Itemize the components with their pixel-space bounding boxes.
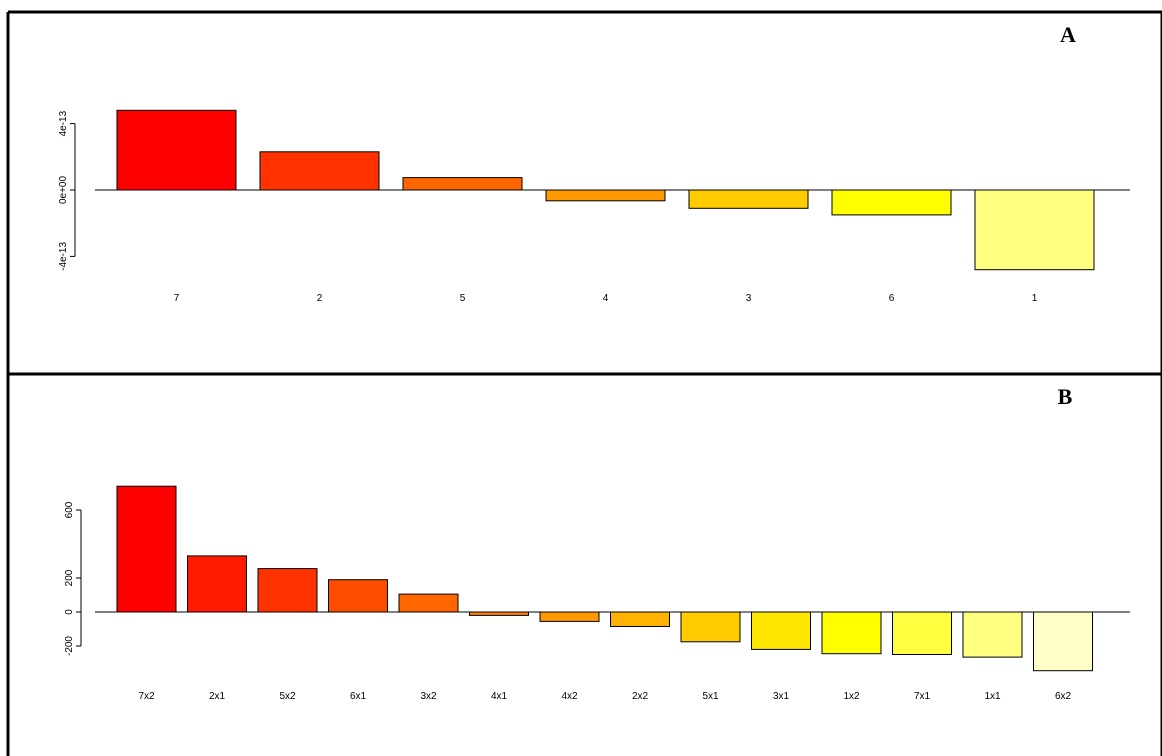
- bar-1x1: [962, 611, 1023, 658]
- x-tick-label: 2: [317, 293, 323, 304]
- x-tick-label: 6: [889, 293, 895, 304]
- bar-2x1: [187, 555, 247, 613]
- panel-b-xlabels: 7x2 2x1 5x2 6x1 3x2 4x1 4x2 2x2 5x1 3x1 1x2 7x1 1x1 6…: [138, 691, 1071, 702]
- panel-a: A -4e-13 0e+00 4e-13 7 2 5 4 3 6 1: [58, 22, 1130, 304]
- x-tick-label: 7: [174, 293, 180, 304]
- bar-5: [402, 177, 523, 191]
- x-tick-label: 3: [746, 293, 752, 304]
- bar-5x2: [257, 568, 318, 613]
- x-tick-label: 1: [1032, 293, 1038, 304]
- bar-6: [831, 189, 952, 216]
- y-tick-label: 0: [64, 609, 75, 615]
- panel-a-xlabels: 7 2 5 4 3 6 1: [174, 293, 1038, 304]
- x-tick-label: 5x2: [279, 691, 296, 702]
- bar-7: [116, 109, 237, 191]
- x-tick-label: 4: [603, 293, 609, 304]
- x-tick-label: 7x1: [914, 691, 931, 702]
- bar-4x2: [539, 611, 600, 622]
- panel-a-letter: A: [1060, 22, 1076, 47]
- y-tick-label: -200: [64, 636, 75, 656]
- x-tick-label: 2x2: [632, 691, 649, 702]
- bar-7x1: [892, 611, 952, 655]
- bar-2: [259, 151, 380, 191]
- x-tick-label: 3x2: [420, 691, 437, 702]
- panel-a-bars: [116, 109, 1095, 271]
- bar-4x1: [469, 611, 529, 616]
- x-tick-label: 7x2: [138, 691, 155, 702]
- y-tick-label: 4e-13: [58, 110, 69, 136]
- y-tick-label: 200: [64, 569, 75, 586]
- figure-frame: [6, 10, 1162, 756]
- x-tick-label: 6x2: [1055, 691, 1072, 702]
- bar-5x1: [680, 611, 741, 643]
- x-tick-label: 2x1: [209, 691, 226, 702]
- bar-1x2: [821, 611, 882, 655]
- x-tick-label: 5x1: [702, 691, 719, 702]
- bar-4: [545, 189, 666, 202]
- panel-b: B -200 0 200 600 7x2 2x1 5x2 6x1 3x2 4x1 4x2 2x2 5x…: [64, 384, 1130, 702]
- panel-a-axis: -4e-13 0e+00 4e-13: [58, 110, 1130, 271]
- y-tick-label: 600: [64, 501, 75, 518]
- y-tick-label: 0e+00: [58, 176, 69, 205]
- bar-6x1: [328, 579, 388, 613]
- bar-7x2: [116, 485, 177, 613]
- bar-3x1: [751, 611, 811, 650]
- x-tick-label: 1x2: [843, 691, 860, 702]
- x-tick-label: 4x2: [561, 691, 578, 702]
- bar-6x2: [1033, 611, 1093, 672]
- bar-2x2: [610, 611, 670, 627]
- x-tick-label: 6x1: [350, 691, 367, 702]
- x-tick-label: 5: [460, 293, 466, 304]
- x-tick-label: 3x1: [773, 691, 790, 702]
- panel-b-letter: B: [1058, 384, 1073, 409]
- bar-1: [974, 189, 1095, 271]
- bar-3: [688, 189, 809, 209]
- panel-b-axis: -200 0 200 600: [64, 501, 1130, 656]
- y-tick-label: -4e-13: [58, 242, 69, 271]
- x-tick-label: 1x1: [984, 691, 1001, 702]
- bar-3x2: [398, 593, 459, 613]
- x-tick-label: 4x1: [491, 691, 508, 702]
- panel-b-bars: [116, 485, 1093, 672]
